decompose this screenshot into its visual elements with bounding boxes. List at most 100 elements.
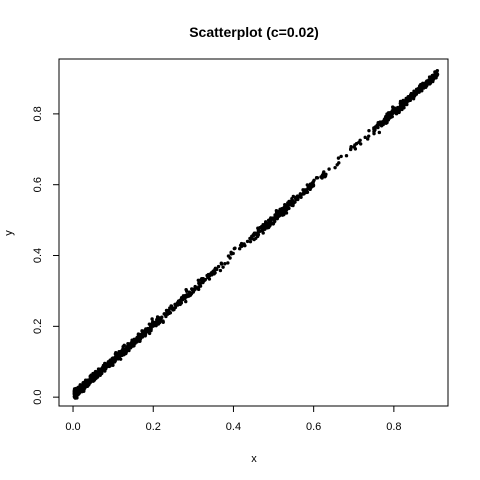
scatter-point [118, 357, 123, 361]
scatter-point [173, 305, 178, 310]
scatter-point [82, 383, 87, 388]
scatter-point [114, 356, 118, 361]
scatter-points [72, 68, 440, 400]
scatter-point [389, 113, 394, 117]
scatter-point [286, 203, 290, 207]
scatter-point [150, 317, 154, 321]
scatter-point [136, 332, 141, 337]
y-axis: 0.0 0.2 0.4 0.6 0.8 [32, 106, 59, 405]
scatter-point [393, 108, 398, 112]
scatter-point [127, 345, 131, 350]
scatter-point [229, 252, 234, 256]
scatter-point [431, 77, 436, 82]
scatter-point [74, 393, 78, 397]
scatter-point [367, 134, 371, 138]
scatter-point [273, 219, 277, 224]
scatter-point [124, 351, 128, 356]
scatter-point [237, 247, 242, 251]
scatter-point [254, 236, 258, 240]
chart-title: Scatterplot (c=0.02) [189, 24, 319, 40]
scatter-point [291, 203, 295, 208]
scatter-point [311, 184, 315, 188]
scatter-point [333, 165, 337, 170]
scatter-point [122, 343, 126, 348]
x-axis-label: x [251, 453, 257, 465]
scatter-point [367, 128, 371, 133]
scatter-point [119, 353, 123, 357]
scatter-point [259, 224, 264, 229]
scatter-point [221, 265, 225, 269]
y-tick-label: 0.8 [32, 106, 44, 121]
scatter-point [256, 228, 261, 233]
scatter-point [207, 277, 212, 281]
scatter-point [281, 210, 286, 215]
scatter-point [414, 91, 419, 96]
scatter-point [125, 348, 129, 352]
scatter-point [299, 195, 303, 199]
scatter-point [160, 315, 164, 319]
scatter-point [83, 378, 88, 382]
scatter-point [151, 322, 155, 326]
scatter-point [178, 302, 182, 307]
scatter-point [339, 154, 343, 159]
scatter-point [163, 313, 168, 317]
scatter-point [406, 96, 411, 100]
scatter-point [376, 123, 380, 128]
scatter-point [401, 98, 405, 103]
scatter-point [110, 357, 114, 362]
scatter-point [384, 116, 388, 120]
scatter-point [216, 264, 221, 269]
y-tick-label: 0.6 [32, 177, 44, 192]
scatter-point [184, 299, 188, 304]
scatter-point [372, 126, 377, 130]
scatter-point [433, 74, 438, 78]
scatter-point [278, 209, 282, 214]
scatter-point [213, 267, 217, 272]
scatter-point [344, 154, 349, 158]
scatter-point [269, 216, 273, 220]
scatter-point [223, 262, 227, 266]
scatter-point [287, 200, 291, 204]
y-axis-label: y [3, 230, 15, 236]
scatter-point [320, 173, 325, 177]
scatter-point [196, 287, 201, 292]
scatter-point [144, 327, 148, 331]
scatter-point [201, 280, 205, 285]
scatter-point [138, 339, 142, 343]
scatter-point [305, 183, 310, 187]
scatter-point [358, 142, 363, 146]
plot-frame [58, 58, 449, 407]
x-axis: 0.0 0.2 0.4 0.6 0.8 [65, 406, 402, 433]
scatter-point [285, 205, 289, 210]
x-tick-label: 0.0 [65, 421, 80, 433]
scatter-point [266, 218, 271, 223]
x-tick-label: 0.8 [386, 421, 401, 433]
scatter-point [240, 244, 244, 248]
scatter-point [248, 239, 253, 244]
scatter-point [323, 174, 328, 178]
y-tick-label: 0.0 [32, 389, 44, 404]
scatter-point [399, 105, 404, 109]
scatter-point [106, 361, 111, 365]
scatter-point [161, 320, 165, 324]
scatter-point [197, 285, 201, 289]
scatter-point [402, 102, 407, 106]
scatter-point [193, 285, 197, 290]
scatter-point [301, 192, 305, 196]
scatter-point [261, 231, 265, 235]
scatter-point [275, 216, 280, 220]
scatter-point [336, 156, 341, 160]
scatter-point [233, 246, 237, 250]
scatter-point [267, 222, 271, 226]
scatter-point [256, 233, 260, 237]
scatter-point [189, 291, 194, 296]
scatter-point [192, 288, 196, 293]
scatter-point [305, 190, 310, 194]
scatter-point [103, 369, 107, 373]
scatter-point [335, 163, 339, 167]
scatter-point [138, 336, 142, 340]
scatter-point [196, 278, 201, 282]
scatter-point [135, 335, 139, 340]
scatter-point [294, 195, 299, 199]
